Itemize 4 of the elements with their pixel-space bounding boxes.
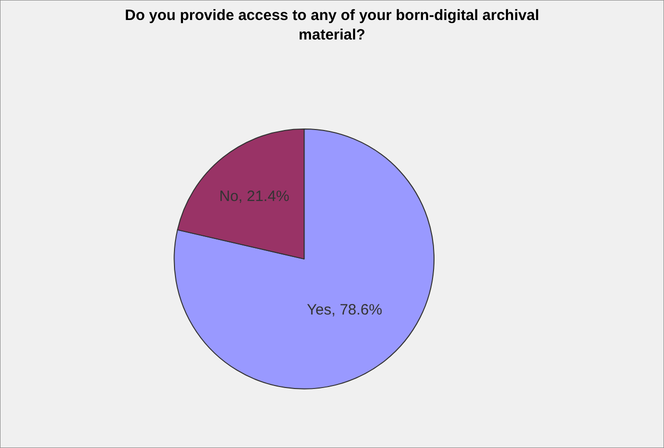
slice-label: No, 21.4% [219,188,290,205]
pie-slice [174,128,435,390]
slice-label: Yes, 78.6% [306,301,382,318]
chart-title: Do you provide access to any of your born-digital archival material? [124,7,540,44]
